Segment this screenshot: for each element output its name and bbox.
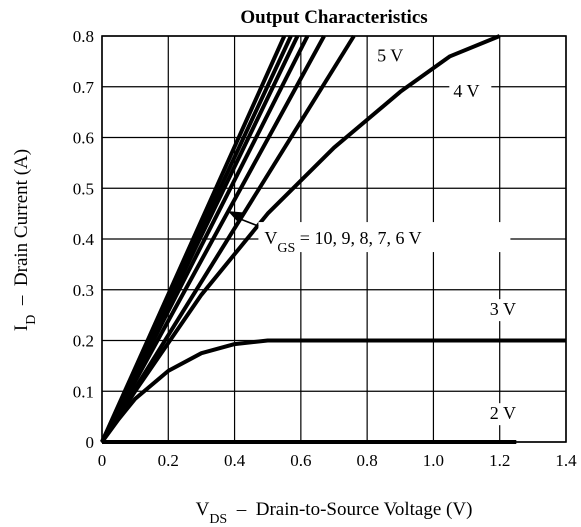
curve-label-bg [449,80,492,103]
x-tick-label: 0.6 [290,451,311,470]
y-tick-label: 0.3 [73,281,94,300]
annotation-arrow-head [227,211,243,223]
curve-label-bg [373,45,416,68]
x-tick-label: 0.8 [357,451,378,470]
series-line-4v [100,34,501,444]
curve-label: 4 V [453,81,479,101]
vgs-label-main: V [264,228,277,248]
curve-label-bg [485,299,528,322]
y-axis-label-sub: D [24,315,39,325]
y-axis-label-main: I [11,325,32,331]
y-axis-label-rest: – Drain Current (A) [11,149,32,315]
tick-labels: 0 0.2 0.4 0.6 0.8 1.0 1.2 1.4 0 0.1 0.2 0.3 0.4 0.5 0.… [73,27,577,470]
series-line-3v [100,338,566,444]
series-layer [100,34,566,444]
y-tick-label: 0.5 [73,179,94,198]
y-tick-label: 0.8 [73,27,94,46]
annotation-bg [258,222,511,253]
x-tick-label: 0 [98,451,107,470]
curve-label: 2 V [490,403,516,423]
series-line-6v [100,35,326,443]
curve-label: 5 V [377,45,403,65]
vgs-annotation-label: VGS = 10, 9, 8, 7, 6 V [264,228,421,256]
vgs-label-sub: GS [277,241,295,256]
y-tick-label: 0.1 [73,382,94,401]
y-tick-label: 0.7 [73,78,95,97]
series-line-7v [100,35,310,443]
y-axis-label: ID – Drain Current (A) [11,149,39,331]
vgs-label-rest: = 10, 9, 8, 7, 6 V [295,228,421,248]
x-axis-label-sub: DS [209,512,227,527]
x-tick-label: 0.2 [158,451,179,470]
curve-label: 3 V [490,299,516,319]
y-tick-label: 0.2 [73,332,94,351]
x-tick-label: 1.2 [489,451,510,470]
x-axis-label-main: V [196,499,210,520]
annotation-arrow-line [237,217,259,227]
x-axis-label-rest: – Drain-to-Source Voltage (V) [227,499,472,520]
y-tick-label: 0 [86,433,95,452]
x-tick-label: 1.4 [555,451,577,470]
curve-labels: 5 V 4 V 3 V 2 V VGS = 10, 9, 8, 7, 6 V [227,45,528,426]
y-tick-label: 0.4 [73,230,95,249]
x-tick-label: 0.4 [224,451,246,470]
curve-label-bg [485,403,528,426]
y-tick-label: 0.6 [73,129,94,148]
x-tick-label: 1.0 [423,451,444,470]
x-axis-label: VDS – Drain-to-Source Voltage (V) [196,499,473,527]
series-line-5v [100,34,356,444]
chart-title: Output Characteristics [240,7,427,28]
